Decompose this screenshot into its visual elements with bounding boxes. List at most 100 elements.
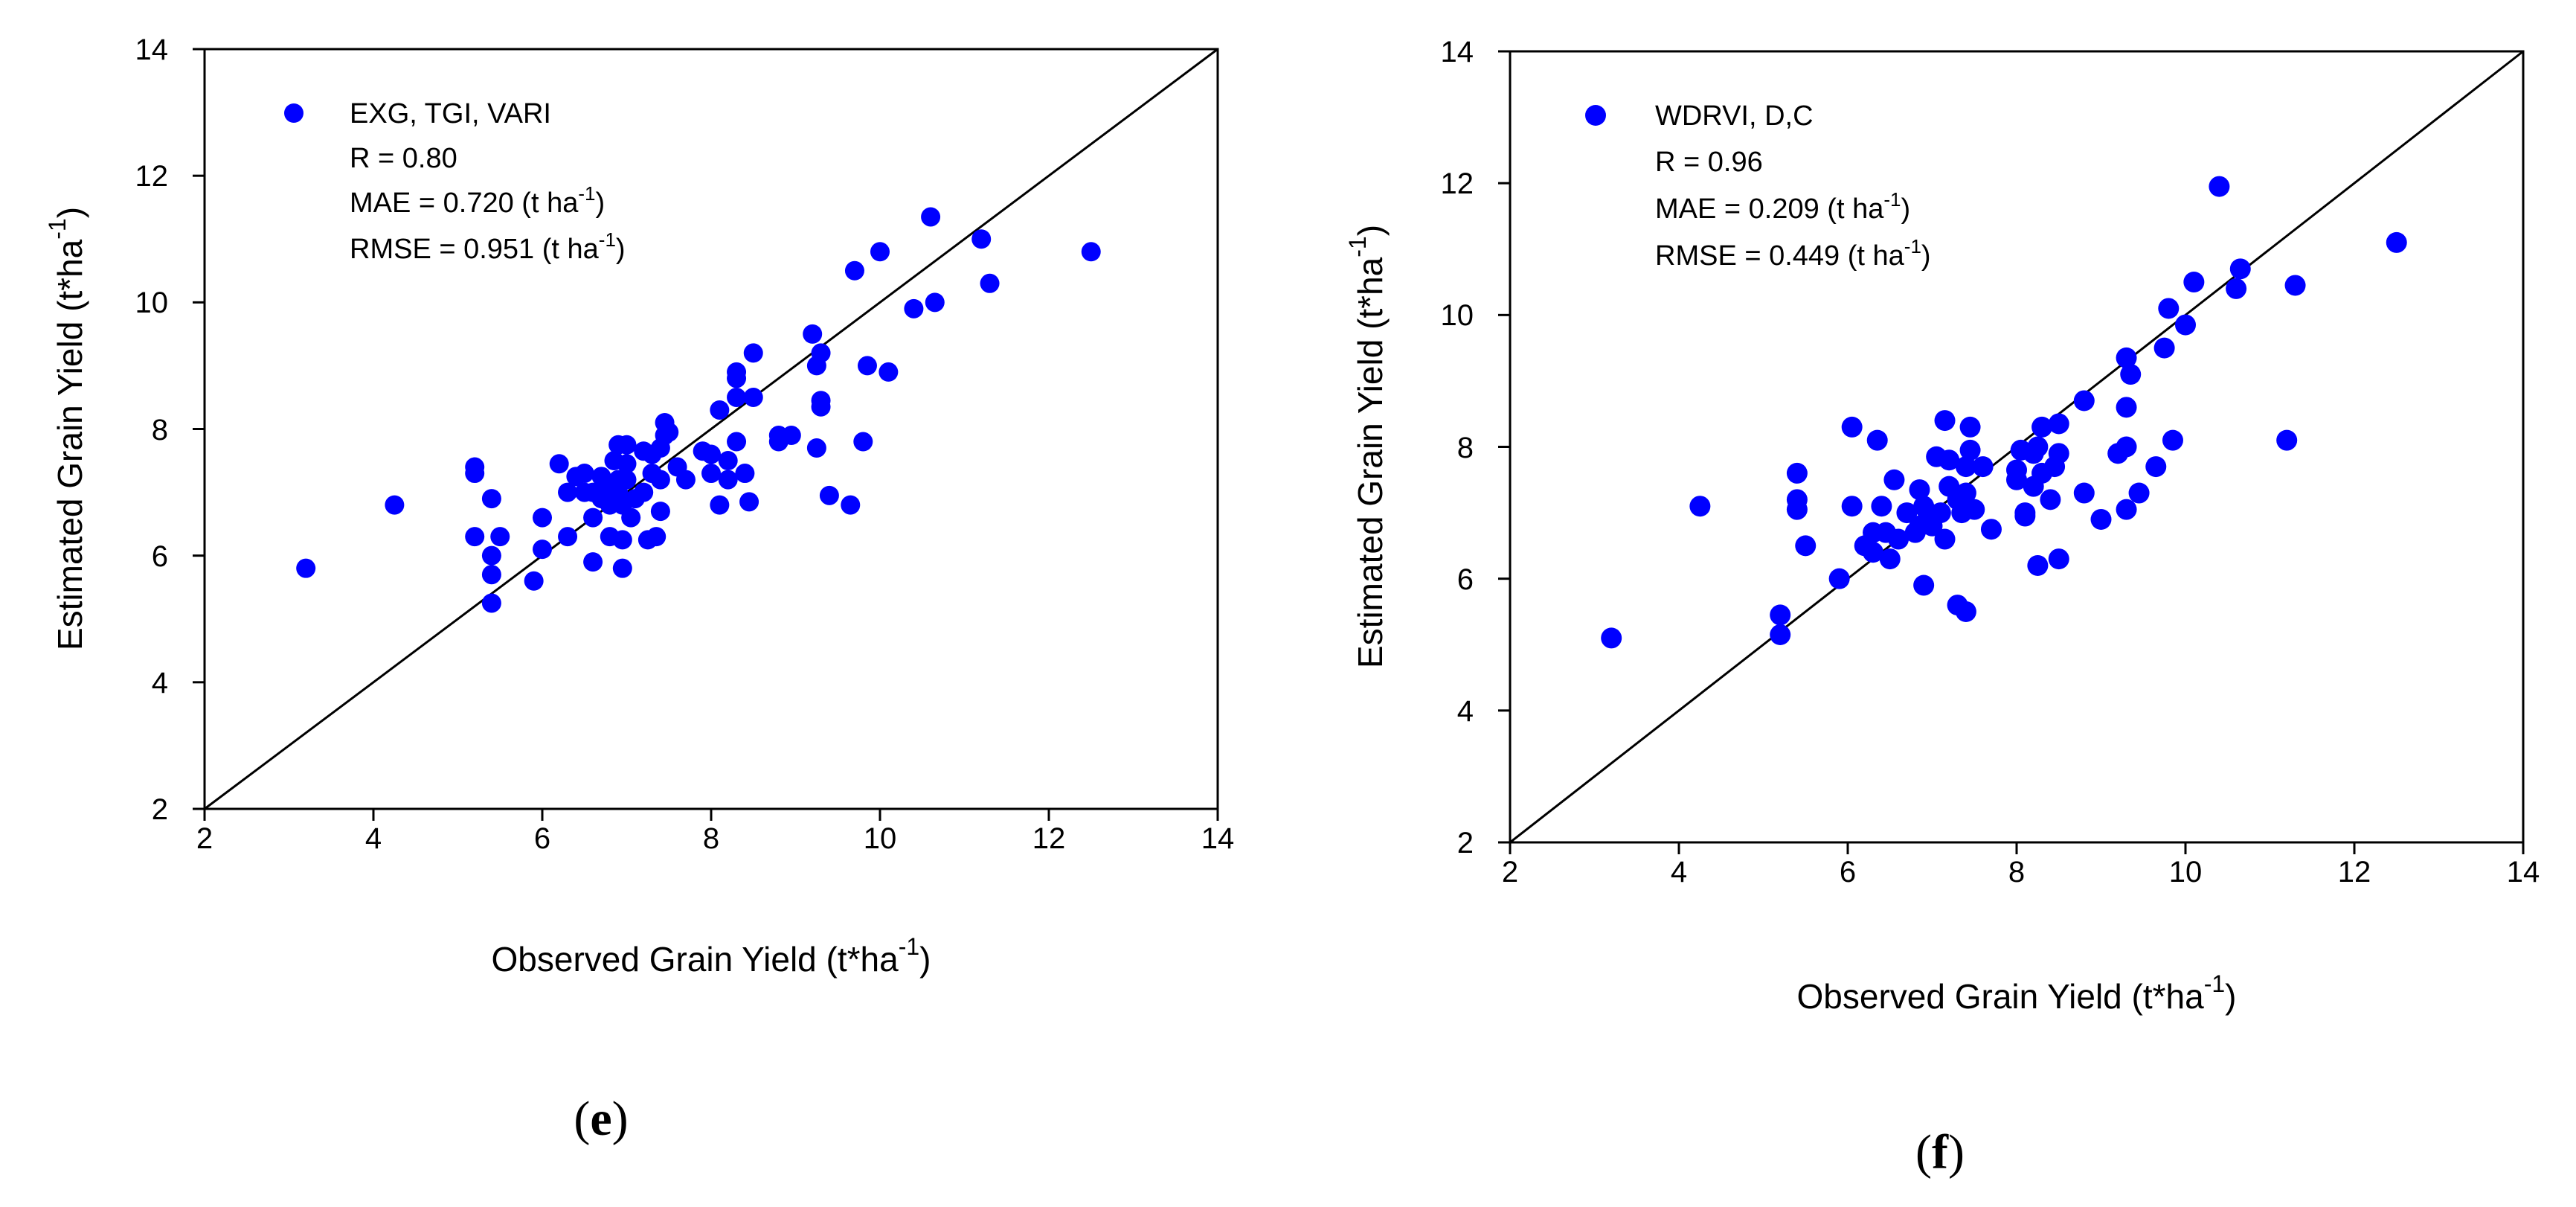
x-tick-label: 8 (2008, 856, 2025, 889)
panel-label-letter: e (590, 1092, 611, 1146)
data-point (558, 482, 578, 502)
y-tick-label: 4 (1457, 695, 1474, 728)
data-point (1786, 499, 1808, 520)
legend-series-name-e: EXG, TGI, VARI (350, 98, 551, 129)
data-point (735, 464, 755, 484)
legend-mae-sup: -1 (578, 182, 595, 205)
x-tick-label: 6 (534, 822, 550, 855)
data-point (739, 492, 759, 512)
data-point (549, 454, 569, 474)
data-point (1959, 416, 1981, 438)
data-point (617, 454, 637, 474)
data-point (2040, 489, 2061, 510)
panel-label-letter: f (1932, 1125, 1949, 1179)
tick-marks-f (1498, 50, 2525, 854)
x-tick-label: 10 (2169, 856, 2203, 889)
panel-label-e: (e) (574, 1092, 628, 1146)
data-point (727, 432, 747, 452)
legend-rmse-sup: -1 (599, 228, 616, 251)
data-point (1841, 496, 1863, 517)
data-point (819, 485, 839, 505)
data-point (1883, 469, 1905, 490)
data-point (1934, 528, 1956, 550)
data-point (2158, 298, 2180, 319)
data-point (921, 207, 941, 227)
data-point (844, 260, 864, 281)
legend-mae-text: MAE = 0.209 (t ha (1655, 193, 1884, 225)
data-point (2183, 272, 2205, 293)
data-point (806, 438, 826, 458)
data-point (2116, 397, 2137, 418)
data-point (2048, 443, 2069, 464)
data-point (533, 540, 552, 560)
legend-rmse-end: ) (1921, 240, 1931, 272)
y-axis-label-sup: -1 (1344, 236, 1371, 257)
data-point (2116, 436, 2137, 458)
legend-rmse-text: RMSE = 0.449 (t ha (1655, 240, 1905, 272)
data-point (811, 343, 831, 363)
data-point (1689, 496, 1711, 517)
x-tick-label: 14 (2507, 856, 2540, 889)
legend-marker-e (284, 103, 303, 123)
data-point (743, 387, 763, 407)
data-point (1964, 499, 1985, 520)
data-point (2386, 231, 2407, 253)
data-point (1934, 410, 1956, 432)
legend-series-name-f: WDRVI, D,C (1655, 100, 1814, 132)
data-point (481, 489, 501, 509)
data-point (2153, 337, 2175, 359)
data-point (1871, 496, 1892, 517)
data-point (675, 470, 696, 490)
data-point (465, 464, 485, 484)
data-point (1939, 449, 1960, 471)
data-point (904, 298, 924, 318)
y-tick-label: 12 (1441, 167, 1474, 200)
data-point (490, 527, 510, 547)
y-tick-label: 10 (1441, 299, 1474, 332)
y-tick-label: 14 (135, 33, 169, 66)
data-point (621, 508, 641, 528)
data-point (1930, 502, 1951, 524)
y-axis-label-end: ) (51, 207, 89, 218)
data-point (1980, 519, 2002, 540)
y-tick-label: 6 (152, 540, 168, 573)
x-tick-label: 8 (703, 822, 719, 855)
data-point (743, 343, 763, 363)
legend-r-f: R = 0.96 (1655, 147, 1763, 178)
legend-rmse-text: RMSE = 0.951 (t ha (350, 234, 600, 265)
x-tick-label: 14 (1201, 822, 1235, 855)
data-point (583, 508, 603, 528)
data-point (2073, 482, 2095, 504)
legend-mae-sup: -1 (1883, 188, 1901, 211)
data-point (841, 495, 861, 515)
data-point (2175, 314, 2196, 336)
legend-mae-f: MAE = 0.209 (t ha-1) (1655, 188, 1910, 225)
x-axis-label-end: ) (2225, 977, 2236, 1016)
legend-mae-end: ) (595, 188, 605, 219)
data-point (727, 387, 747, 407)
data-point (481, 545, 501, 566)
x-tick-label: 2 (196, 822, 213, 855)
data-point (583, 552, 603, 572)
legend-r-e: R = 0.80 (350, 143, 457, 174)
x-tick-label: 12 (2338, 856, 2371, 889)
data-point (811, 397, 831, 417)
data-point (1879, 548, 1901, 570)
data-point (2048, 548, 2069, 570)
data-point (2226, 278, 2247, 299)
legend-marker-f (1585, 105, 1606, 126)
data-point (481, 565, 501, 585)
data-point (857, 356, 877, 376)
data-point (2090, 508, 2112, 530)
data-point (2116, 347, 2137, 368)
data-point (296, 558, 316, 578)
x-tick-label: 12 (1032, 822, 1066, 855)
y-axis-label-end: ) (1351, 225, 1390, 236)
data-point (980, 273, 1000, 293)
data-point (617, 470, 637, 490)
data-point (465, 527, 485, 547)
data-point (1972, 456, 1994, 478)
legend-rmse-end: ) (616, 234, 626, 265)
data-point (1786, 462, 1808, 484)
data-point (2128, 482, 2150, 504)
